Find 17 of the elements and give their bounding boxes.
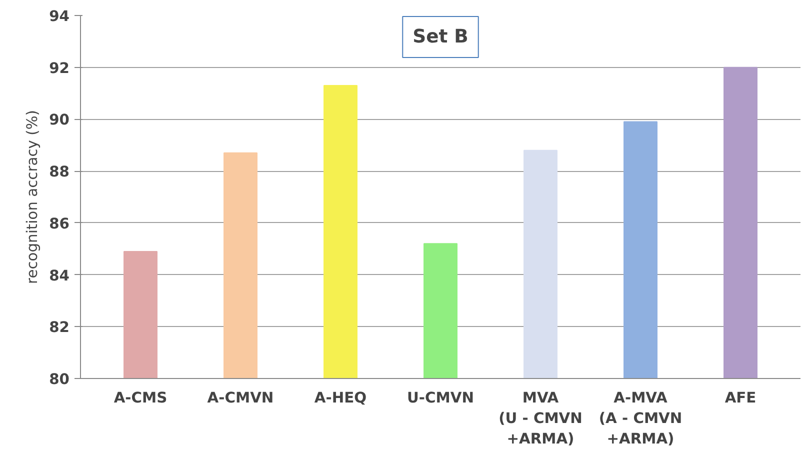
- y-tick-label: 84: [49, 267, 70, 284]
- y-tick-label: 90: [49, 112, 70, 129]
- y-axis-title: recognition accracy (%): [24, 110, 42, 284]
- x-tick-label: AFE: [724, 390, 756, 406]
- y-tick-label: 82: [49, 319, 70, 336]
- x-tick-label: A-CMS: [114, 390, 168, 406]
- y-tick-label: 86: [49, 215, 70, 232]
- y-tick-label: 94: [49, 8, 70, 25]
- text: Set B: [412, 26, 468, 48]
- x-tick-label: MVA (U - CMVN +ARMA): [498, 390, 582, 448]
- y-tick-label: 92: [49, 60, 70, 77]
- x-tick-label: A-MVA (A - CMVN +ARMA): [598, 390, 682, 448]
- y-tick-label: 80: [49, 371, 70, 388]
- y-tick-label: 88: [49, 164, 70, 181]
- x-tick-label: A-HEQ: [314, 390, 367, 406]
- x-tick-label: A-CMVN: [207, 390, 274, 406]
- x-tick-label: U-CMVN: [407, 390, 474, 406]
